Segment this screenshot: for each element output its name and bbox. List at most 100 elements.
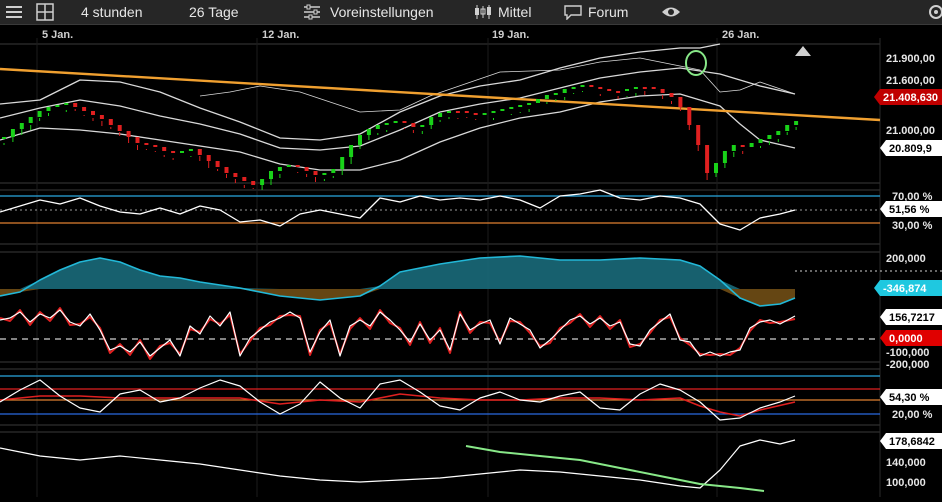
candle-body (518, 105, 523, 107)
interval-selector[interactable]: 4 stunden (62, 0, 175, 24)
price-axis-label: 21.600,00 (886, 75, 935, 87)
candle-body (91, 111, 95, 115)
candle (794, 121, 799, 130)
candle (625, 89, 629, 97)
candle (616, 91, 621, 99)
candle (286, 165, 291, 167)
cci-value-tag: 156,7217 (880, 309, 942, 325)
volume-value-tag-bg (880, 433, 942, 449)
candle-body (767, 135, 772, 139)
triangle-marker (795, 46, 811, 56)
candle (73, 103, 78, 111)
volume-value-tag-text: 178,6842 (889, 436, 935, 448)
candle (224, 167, 229, 178)
candle-body (322, 173, 327, 175)
presets-button[interactable]: Voreinstellungen (290, 0, 459, 24)
candle (10, 129, 15, 142)
candle (180, 151, 184, 153)
candle-body (171, 151, 176, 153)
candle (375, 125, 380, 135)
range-selector[interactable]: 26 Tage (174, 0, 291, 24)
candle-body (153, 145, 158, 147)
bollinger-lower (0, 93, 796, 171)
candle (260, 179, 265, 190)
candle (64, 103, 69, 112)
candle-body (687, 107, 692, 125)
candle (767, 135, 772, 145)
candle-body (28, 117, 33, 123)
cci-value-tag-bg (880, 309, 942, 325)
candle-body (188, 149, 193, 151)
candle (776, 131, 781, 142)
candle (758, 139, 763, 148)
chart-style-button[interactable]: Mittel (458, 0, 551, 24)
candle (411, 123, 416, 133)
candle (19, 123, 24, 135)
candle-body (758, 139, 763, 143)
candle-body (722, 151, 727, 163)
candle (153, 145, 158, 152)
candle (269, 171, 273, 185)
candle-body (536, 99, 540, 103)
candle-body (375, 125, 380, 129)
candle-body (669, 93, 674, 97)
candle-body (562, 89, 567, 93)
candle (215, 161, 220, 171)
menu-button[interactable] (0, 0, 29, 24)
candle-body (500, 109, 505, 111)
chart-canvas[interactable]: 5 Jan. 12 Jan. 19 Jan. 26 Jan. 21.900,00 21.6… (0, 25, 942, 497)
candle (500, 109, 505, 111)
candle (117, 125, 122, 136)
candle (188, 149, 193, 157)
candle-body (589, 85, 594, 87)
candle (482, 113, 487, 115)
cci-value-tag-text: 156,7217 (889, 312, 935, 324)
candle-body (331, 169, 336, 173)
bollinger-middle (0, 67, 796, 151)
view-button[interactable] (650, 0, 693, 24)
candle (242, 177, 247, 188)
candle (55, 105, 60, 107)
stoch-value-tag: 54,30 % (880, 389, 942, 405)
stoch-value-tag-bg (880, 389, 942, 405)
candle (509, 107, 514, 115)
candle-body (215, 161, 220, 167)
candle-body (571, 87, 576, 89)
candle (340, 157, 345, 175)
time-axis-label: 5 Jan. (42, 29, 73, 41)
candle (322, 173, 327, 181)
candle (518, 105, 523, 113)
candle-body (126, 131, 131, 137)
candle (91, 111, 95, 121)
candle-body (19, 123, 24, 129)
candle-body (242, 177, 247, 181)
volume-line (0, 439, 796, 489)
gear-icon[interactable] (926, 0, 942, 24)
candle (277, 167, 282, 178)
chart-area[interactable]: 5 Jan. 12 Jan. 19 Jan. 26 Jan. 21.900,00 21.6… (0, 25, 942, 497)
candle-body (447, 111, 451, 113)
candle-body (233, 173, 238, 177)
candle (46, 107, 51, 116)
candle (544, 95, 549, 104)
candle (162, 147, 167, 157)
chart-style-label: Mittel (498, 4, 532, 20)
candle (171, 151, 176, 160)
layout-button[interactable] (28, 0, 63, 24)
candle-body (482, 113, 487, 115)
cci-signal-tag-bg (880, 330, 942, 346)
candle (527, 103, 532, 112)
stoch-k-line (0, 379, 796, 421)
price-axis-label: 21.900,00 (886, 53, 935, 65)
candle (313, 171, 318, 182)
forum-button[interactable]: Forum (550, 0, 651, 24)
candle-body (553, 93, 558, 95)
candle-body (46, 107, 51, 111)
candle (420, 125, 425, 134)
candle (233, 173, 238, 183)
candle-body (260, 179, 265, 185)
candle-body (304, 167, 309, 171)
hamburger-icon (0, 0, 28, 24)
lower-band-tag-bg (880, 140, 942, 156)
price-axis-label: 21.000,00 (886, 125, 935, 137)
